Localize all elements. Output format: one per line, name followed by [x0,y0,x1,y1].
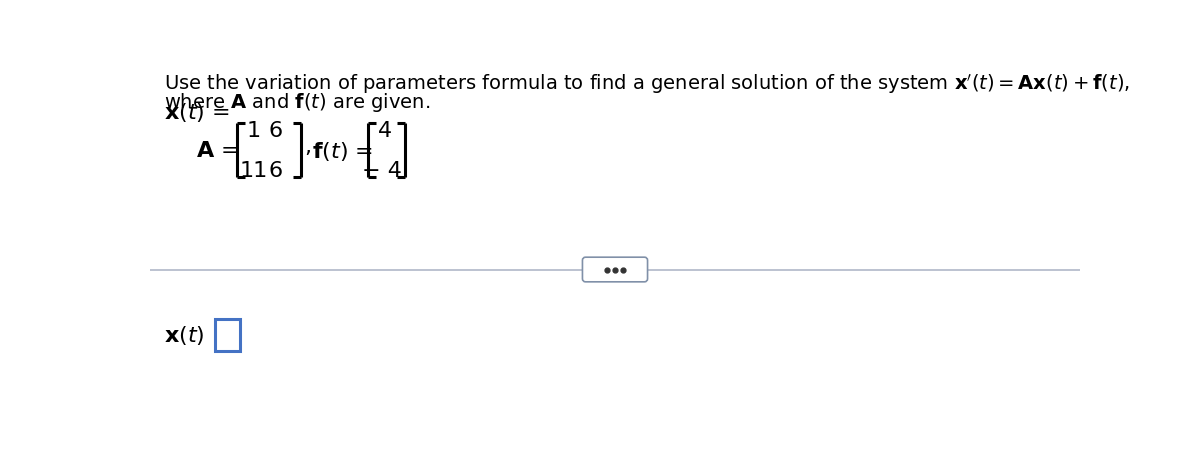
Text: $\mathbf{x}(t)$ =: $\mathbf{x}(t)$ = [164,324,229,347]
Text: − 4: − 4 [361,161,402,181]
Text: 6: 6 [269,161,283,181]
FancyBboxPatch shape [582,257,648,282]
Text: where $\mathbf{A}$ and $\mathbf{f}(t)$ are given.: where $\mathbf{A}$ and $\mathbf{f}(t)$ a… [164,91,430,114]
Text: $\mathbf{A}$ =: $\mathbf{A}$ = [197,141,239,161]
Text: 4: 4 [378,121,392,141]
Text: 1: 1 [247,121,260,141]
Text: ,: , [305,137,311,157]
Text: 6: 6 [269,121,283,141]
Text: Use the variation of parameters formula to find a general solution of the system: Use the variation of parameters formula … [164,72,1130,96]
Text: $\mathbf{x}(t)$ =: $\mathbf{x}(t)$ = [164,101,229,124]
Text: $\mathbf{f}(t)$ =: $\mathbf{f}(t)$ = [312,139,373,163]
Text: 11: 11 [240,161,268,181]
FancyBboxPatch shape [215,319,240,351]
